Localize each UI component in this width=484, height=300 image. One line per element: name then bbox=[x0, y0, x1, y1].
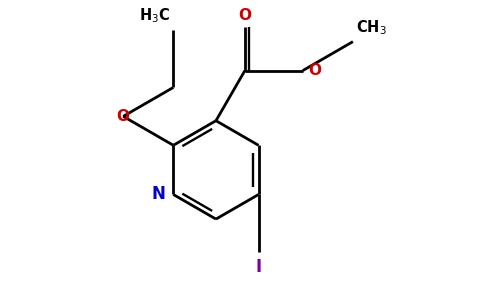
Text: O: O bbox=[239, 8, 251, 22]
Text: CH$_3$: CH$_3$ bbox=[356, 18, 387, 37]
Text: O: O bbox=[309, 63, 321, 78]
Text: I: I bbox=[256, 258, 262, 276]
Text: H$_3$C: H$_3$C bbox=[139, 6, 170, 25]
Text: N: N bbox=[152, 185, 166, 203]
Text: O: O bbox=[117, 109, 130, 124]
